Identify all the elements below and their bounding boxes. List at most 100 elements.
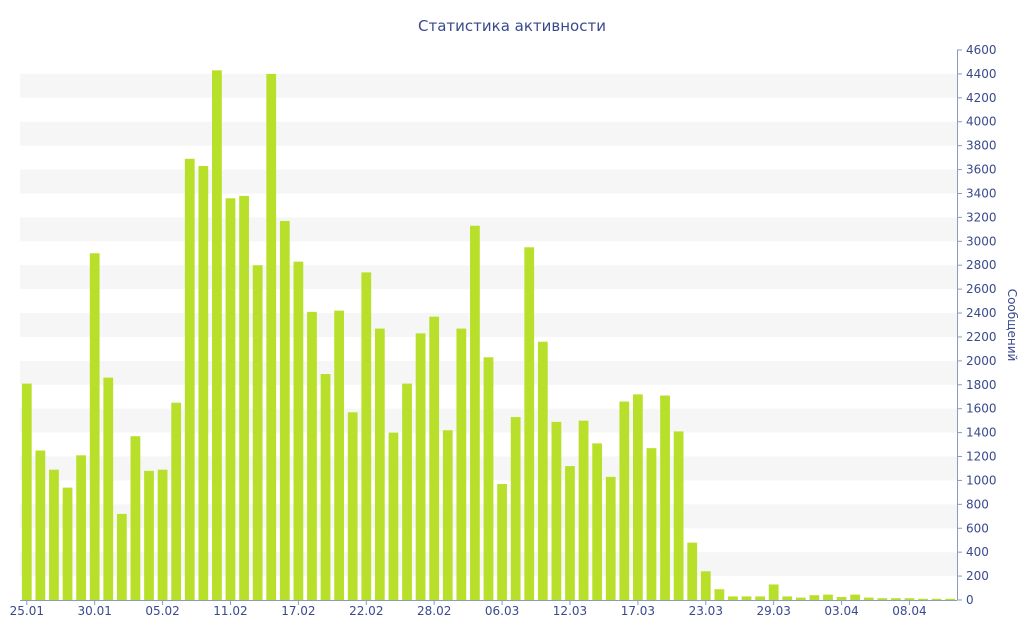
bar [687, 542, 698, 600]
y-tick-label: 3200 [966, 210, 997, 224]
x-tick-label: 06.03 [485, 604, 519, 618]
bar [252, 265, 263, 600]
bar [225, 198, 236, 600]
bar [660, 395, 670, 600]
bar [266, 73, 277, 600]
bar [334, 310, 345, 600]
y-tick-label: 1600 [966, 402, 997, 416]
grid-band [20, 121, 957, 146]
bar [605, 476, 616, 600]
x-tick-label: 29.03 [756, 604, 790, 618]
bar [755, 596, 765, 600]
bar [144, 470, 154, 600]
bar [537, 341, 548, 600]
x-tick-label: 05.02 [145, 604, 179, 618]
y-tick-label: 600 [966, 521, 989, 535]
bar [578, 420, 589, 600]
bar [116, 513, 127, 600]
chart-title: Статистика активности [418, 17, 606, 35]
y-tick-label: 4600 [966, 43, 997, 57]
y-tick-label: 2000 [966, 354, 997, 368]
bar [863, 597, 874, 600]
bar [809, 595, 820, 600]
bar [700, 571, 711, 600]
bar [592, 443, 603, 600]
bar [619, 401, 630, 600]
bar [76, 455, 86, 600]
bar [470, 225, 480, 600]
y-tick-label: 3400 [966, 186, 997, 200]
y-tick-label: 3000 [966, 234, 997, 248]
bar [130, 436, 141, 600]
bar [279, 220, 290, 601]
x-tick-label: 25.01 [10, 604, 44, 618]
bar [62, 487, 73, 600]
x-tick-label: 28.02 [417, 604, 451, 618]
bar [673, 431, 684, 600]
bar [388, 432, 399, 600]
bar [768, 584, 779, 600]
bar [184, 158, 195, 601]
bar [632, 394, 643, 600]
y-tick-label: 0 [966, 593, 974, 607]
bar [931, 598, 942, 600]
y-tick-label: 200 [966, 569, 989, 583]
bar [741, 596, 752, 600]
grid-band [20, 265, 957, 290]
y-tick-label: 2200 [966, 330, 997, 344]
bar [442, 430, 453, 600]
bar [918, 598, 928, 600]
y-tick-label: 3600 [966, 163, 997, 177]
y-axis-label: Сообщений [1005, 289, 1019, 362]
x-tick-label: 08.04 [892, 604, 926, 618]
bar [35, 450, 46, 600]
bar [361, 272, 372, 600]
y-tick-label: 2600 [966, 282, 997, 296]
grid-band [20, 73, 957, 98]
x-tick-label: 17.03 [621, 604, 655, 618]
y-tick-label: 4200 [966, 91, 997, 105]
bar [293, 261, 304, 600]
bar [89, 253, 100, 600]
bar [782, 596, 793, 600]
bar [374, 328, 385, 600]
y-tick-label: 2400 [966, 306, 997, 320]
bar [904, 598, 915, 600]
bar [823, 594, 833, 600]
y-tick-label: 1800 [966, 378, 997, 392]
bar [49, 469, 59, 600]
bar [510, 417, 521, 600]
x-tick-label: 17.02 [281, 604, 315, 618]
grid-band [20, 313, 957, 337]
bar [347, 412, 358, 600]
grid-band [20, 217, 957, 242]
bar [497, 484, 507, 600]
bar [877, 598, 888, 600]
x-tick-label: 23.03 [689, 604, 723, 618]
bar [21, 383, 32, 600]
y-axis: 0 200 400 600 800 1000 1200 1400 1600 1800 2000 220… [957, 43, 997, 607]
bar [795, 597, 806, 600]
bar [239, 195, 249, 600]
bar [483, 357, 494, 600]
x-tick-label: 12.03 [553, 604, 587, 618]
bar [456, 328, 467, 600]
y-tick-label: 800 [966, 497, 989, 511]
bar [157, 469, 168, 600]
bar [103, 377, 114, 600]
x-axis: 25.01 30.01 05.02 11.02 17.02 22.02 28.02 06.03… [10, 600, 957, 618]
bar [415, 333, 426, 600]
bar [850, 594, 861, 600]
bar [171, 402, 182, 600]
x-tick-label: 30.01 [78, 604, 112, 618]
bar [891, 598, 901, 600]
grid-band [20, 169, 957, 194]
x-tick-label: 22.02 [349, 604, 383, 618]
bar [714, 589, 725, 600]
y-tick-label: 1000 [966, 473, 997, 487]
bar [551, 421, 562, 600]
bar [320, 374, 331, 600]
bar [212, 70, 222, 600]
